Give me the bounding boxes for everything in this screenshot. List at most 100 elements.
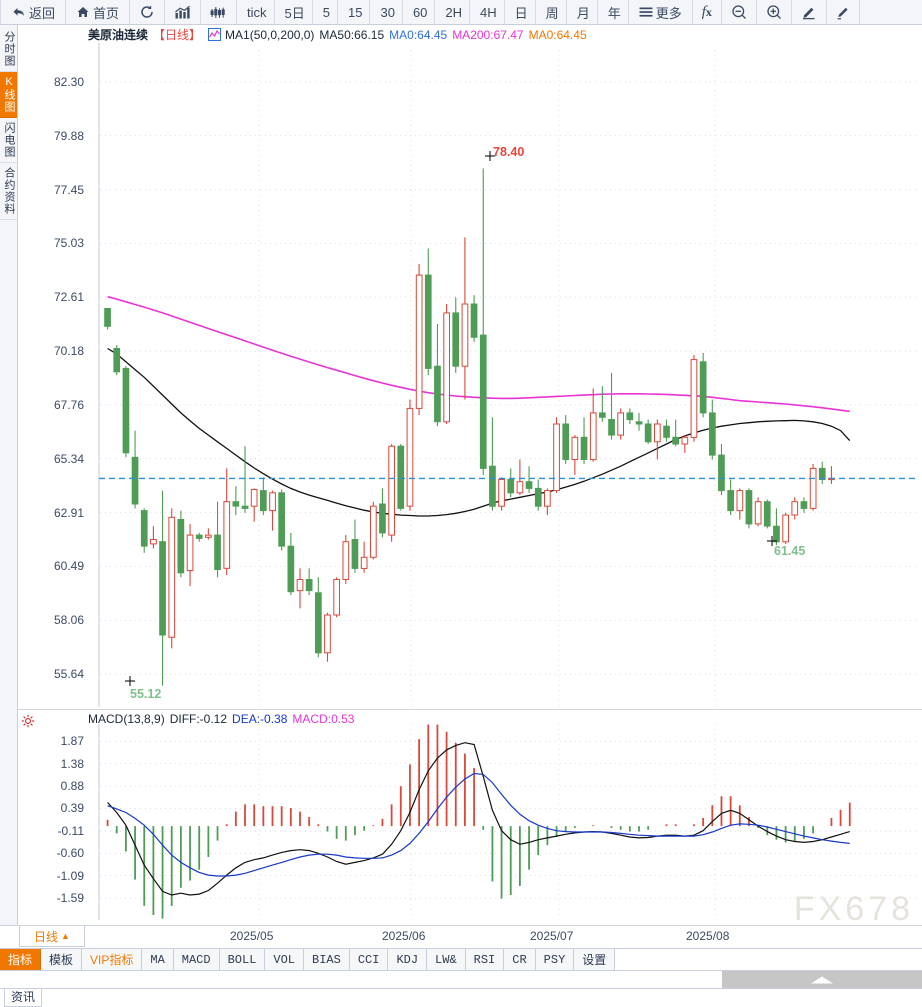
- candlestick-series: [104, 168, 835, 686]
- symbol-label: 美原油连续: [88, 28, 149, 42]
- price-y-tick: 82.30: [53, 74, 84, 89]
- tab-indicator[interactable]: 指标: [0, 949, 42, 970]
- refresh-button[interactable]: [130, 0, 166, 24]
- tab-ma[interactable]: MA: [142, 949, 174, 970]
- ma-params-label: MA1(50,0,200,0): [225, 28, 315, 42]
- x-axis-tick: 2025/06: [382, 929, 426, 943]
- tab-kdj[interactable]: KDJ: [388, 949, 428, 970]
- tab-rsi[interactable]: RSI: [466, 949, 505, 970]
- tab-settings[interactable]: 设置: [574, 949, 616, 970]
- price-chart-canvas[interactable]: [18, 25, 922, 709]
- tab-cr[interactable]: CR: [504, 949, 536, 970]
- draw-button[interactable]: [792, 0, 827, 24]
- period-year[interactable]: 年: [598, 0, 629, 24]
- caret-up-icon: ▲: [61, 931, 70, 941]
- period-tick[interactable]: tick: [237, 0, 275, 24]
- back-arrow-icon: [11, 5, 26, 19]
- zoom-in-icon: [766, 4, 782, 20]
- period-tick-label: tick: [247, 4, 267, 20]
- price-y-tick: 67.76: [53, 397, 84, 412]
- tab-boll[interactable]: BOLL: [220, 949, 266, 970]
- x-axis-tick: 2025/08: [686, 929, 730, 943]
- zoom-in-button[interactable]: [757, 0, 792, 24]
- candlestick-icon: [210, 5, 227, 20]
- period-year-label: 年: [607, 5, 621, 21]
- period-60min-label: 60: [412, 4, 428, 20]
- tab-psy[interactable]: PSY: [536, 949, 575, 970]
- sidebar-item-contract[interactable]: 合约资料: [0, 163, 17, 220]
- bar-chart-icon: [174, 5, 191, 20]
- macd-chart-canvas[interactable]: [18, 710, 922, 925]
- tab-cci[interactable]: CCI: [350, 949, 389, 970]
- period-5day[interactable]: 5日: [275, 0, 313, 24]
- price-y-tick: 58.06: [53, 613, 84, 628]
- price-y-tick: 55.64: [53, 667, 84, 682]
- tab-news[interactable]: 资讯: [4, 989, 43, 1007]
- more-button-label: 更多: [655, 5, 682, 21]
- price-y-tick: 65.34: [53, 451, 84, 466]
- period-month[interactable]: 月: [567, 0, 598, 24]
- sidebar-item-timeshare[interactable]: 分时图: [0, 27, 17, 72]
- period-5min[interactable]: 5: [313, 0, 338, 24]
- x-axis-tick: 2025/07: [530, 929, 574, 943]
- home-button-label: 首页: [93, 5, 120, 21]
- chart-type-button[interactable]: [165, 0, 202, 24]
- recent-low-annotation: 61.45: [774, 544, 806, 558]
- refresh-icon: [139, 4, 155, 20]
- period-selector-button[interactable]: 日线 ▲: [19, 926, 85, 947]
- price-y-tick: 77.45: [53, 182, 84, 197]
- sidebar-item-flash[interactable]: 闪电图: [0, 118, 17, 163]
- sidebar-item-kline[interactable]: K线图: [0, 72, 17, 118]
- chart-frame: 分时图 K线图 闪电图 合约资料 美原油连续 【日线】 MA1(50,0,200,0) M…: [0, 25, 922, 928]
- period-4h[interactable]: 4H: [470, 0, 505, 24]
- tab-vol[interactable]: VOL: [265, 949, 305, 970]
- period-day-label: 日: [514, 5, 528, 21]
- price-legend: 美原油连续 【日线】 MA1(50,0,200,0) MA50:66.15 MA0:6…: [88, 28, 592, 44]
- news-row: 资讯: [0, 989, 922, 1007]
- ma200-value: MA200:67.47: [452, 28, 524, 42]
- tab-template[interactable]: 模板: [41, 949, 83, 970]
- period-2h[interactable]: 2H: [435, 0, 471, 24]
- pencil-icon: [801, 5, 817, 20]
- period-week[interactable]: 周: [536, 0, 567, 24]
- annotation-marker: [767, 536, 777, 546]
- macd-y-tick: -1.09: [56, 868, 84, 883]
- period-day[interactable]: 日: [505, 0, 536, 24]
- back-button-label: 返回: [29, 5, 56, 21]
- horizontal-scroll-row[interactable]: [0, 971, 922, 989]
- period-60min[interactable]: 60: [403, 0, 436, 24]
- ma-chart-icon[interactable]: [208, 28, 222, 44]
- zoom-out-button[interactable]: [722, 0, 757, 24]
- period-15min[interactable]: 15: [338, 0, 371, 24]
- measure-button[interactable]: [827, 0, 860, 24]
- ma0b-value: MA0:64.45: [528, 28, 587, 42]
- macd-gridlines: [100, 724, 918, 918]
- period-selector-label: 日线: [34, 929, 59, 944]
- ma0-value: MA0:64.45: [389, 28, 448, 42]
- annotation-marker: [485, 151, 495, 161]
- macd-pane[interactable]: MACD(13,8,9) DIFF:-0.12 DEA:-0.38 MACD:0.53…: [18, 710, 922, 928]
- tab-lwr[interactable]: LW&: [427, 949, 466, 970]
- pencil-ruler-icon: [836, 5, 850, 20]
- tab-bias[interactable]: BIAS: [304, 949, 350, 970]
- period-30min[interactable]: 30: [370, 0, 403, 24]
- period-week-label: 周: [545, 5, 559, 21]
- back-button[interactable]: 返回: [0, 0, 67, 24]
- home-button[interactable]: 首页: [66, 0, 131, 24]
- formula-button[interactable]: fx: [693, 0, 722, 24]
- ma50-value: MA50:66.15: [319, 28, 385, 42]
- indicator-bar-spacer: [615, 949, 922, 970]
- tab-macd[interactable]: MACD: [174, 949, 220, 970]
- gear-red-icon[interactable]: [21, 714, 35, 728]
- tab-vip-indicator[interactable]: VIP指标: [82, 949, 143, 970]
- top-toolbar: 返回 首页 tick 5日 5 15 30 60 2H 4H 日 周 月 年 更多 fx: [0, 0, 922, 25]
- macd-y-tick: -1.59: [56, 891, 84, 906]
- hamburger-icon: [639, 6, 653, 18]
- macd-macd-value: MACD:0.53: [292, 712, 355, 726]
- more-button[interactable]: 更多: [629, 0, 693, 24]
- candles-button[interactable]: [201, 0, 238, 24]
- macd-y-tick: 1.87: [60, 734, 84, 749]
- macd-y-tick: 0.88: [60, 779, 84, 794]
- chart-column: 美原油连续 【日线】 MA1(50,0,200,0) MA50:66.15 MA0:6…: [18, 25, 922, 928]
- price-pane[interactable]: 美原油连续 【日线】 MA1(50,0,200,0) MA50:66.15 MA0:6…: [18, 25, 922, 710]
